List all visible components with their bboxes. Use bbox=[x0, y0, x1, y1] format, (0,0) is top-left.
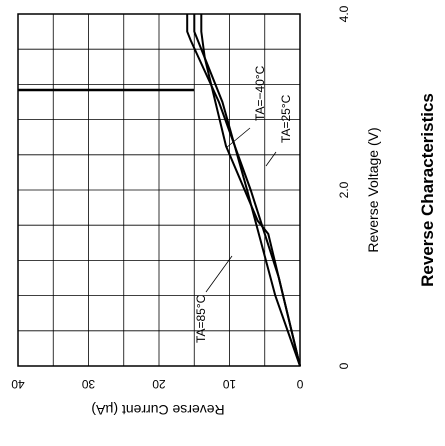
x-axis-title: Reverse Voltage (V) bbox=[365, 127, 381, 252]
series-line-2 bbox=[186, 14, 301, 367]
series-curves bbox=[18, 14, 301, 367]
x-tick-labels: 0 2.0 4.0 bbox=[337, 5, 351, 369]
plot-border bbox=[17, 13, 301, 367]
y-tick-label: 30 bbox=[82, 377, 96, 391]
grid bbox=[18, 14, 300, 366]
leader-line-minus40 bbox=[225, 127, 251, 149]
chart-title: Reverse Characteristics bbox=[418, 93, 437, 287]
x-tick-label: 0 bbox=[337, 362, 351, 369]
series-label-minus40: TA=−40°C bbox=[253, 65, 267, 121]
label-leaders bbox=[205, 127, 277, 293]
leader-line-25 bbox=[265, 151, 277, 167]
plot-frame bbox=[17, 13, 301, 367]
y-tick-label: 40 bbox=[11, 377, 25, 391]
series-label-85: TA=85°C bbox=[194, 294, 208, 343]
x-tick-label: 2.0 bbox=[337, 181, 351, 198]
y-axis-title: Reverse Current (µA) bbox=[91, 402, 224, 418]
x-tick-label: 4.0 bbox=[337, 5, 351, 22]
y-tick-label: 20 bbox=[152, 377, 166, 391]
series-line-1 bbox=[193, 14, 301, 367]
series-line-0 bbox=[200, 14, 301, 367]
y-tick-labels: 40 30 20 10 0 bbox=[11, 377, 303, 391]
series-label-25: TA=25°C bbox=[279, 94, 293, 143]
y-tick-label: 10 bbox=[223, 377, 237, 391]
leader-line-85 bbox=[205, 255, 233, 293]
y-tick-label: 0 bbox=[296, 377, 303, 391]
